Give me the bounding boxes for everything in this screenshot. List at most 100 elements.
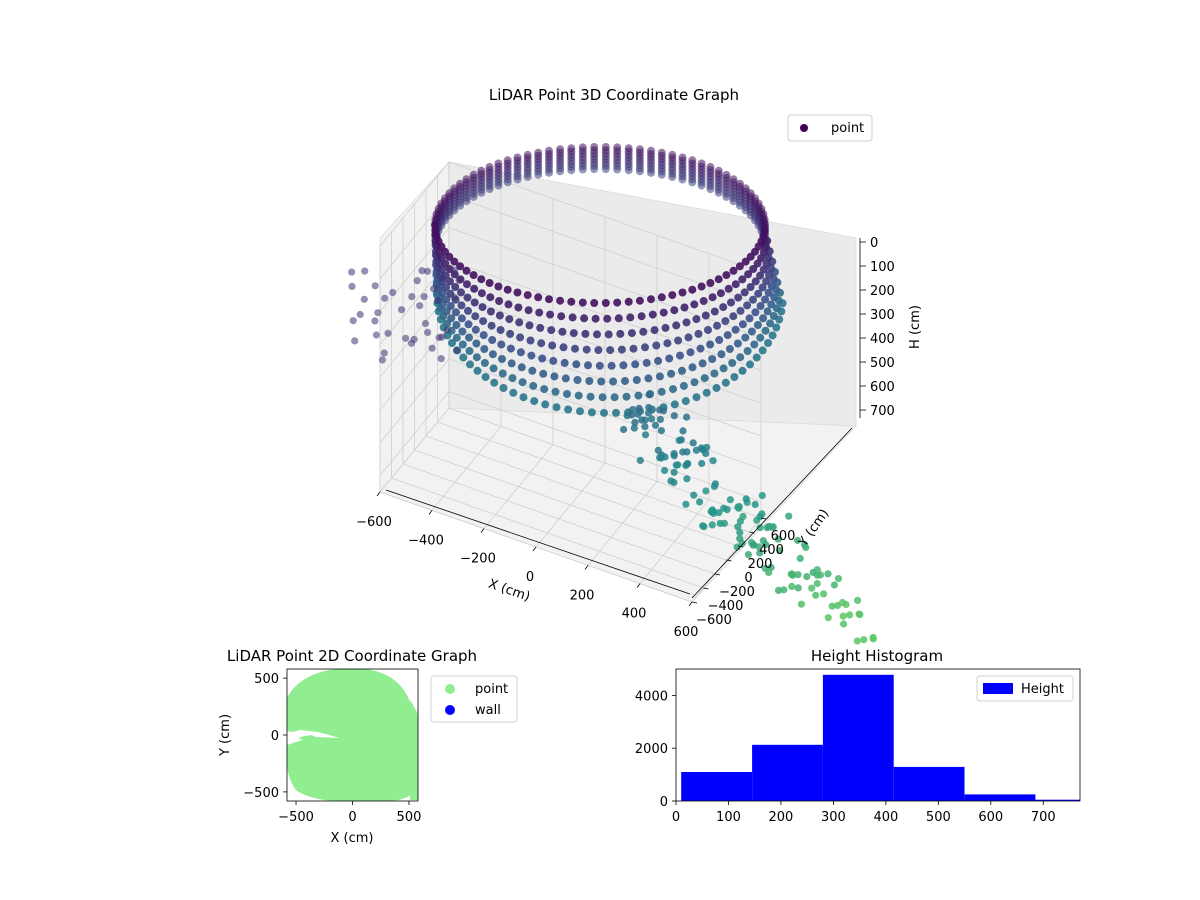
point-marker [464, 320, 473, 329]
point-marker [629, 344, 638, 353]
point-marker [514, 303, 523, 312]
point-marker [678, 288, 687, 297]
point-marker [700, 374, 709, 383]
point-marker [741, 257, 750, 266]
point-cloud-2d [287, 669, 418, 801]
point-marker [529, 381, 538, 390]
point-marker [679, 427, 687, 435]
point-marker [556, 167, 565, 176]
histogram-bar [964, 794, 1036, 801]
point-marker [516, 348, 525, 357]
point-marker [749, 265, 758, 273]
point-marker [571, 344, 579, 353]
point-marker [586, 392, 595, 401]
x-tick-3d [376, 491, 381, 497]
point-marker [603, 314, 612, 323]
point-marker [736, 306, 745, 315]
y-tick-label-3d: −400 [708, 599, 744, 614]
point-region-2d [287, 669, 418, 801]
point-marker [667, 369, 676, 378]
grid-line [437, 421, 750, 533]
point-marker [853, 637, 861, 645]
point-marker [834, 601, 842, 610]
histogram-title: Height Histogram [811, 647, 943, 665]
point-marker [736, 529, 744, 537]
point-marker [456, 262, 465, 271]
point-marker [371, 282, 379, 290]
point-marker [761, 326, 770, 335]
legend-2d-label-point: point [475, 682, 508, 697]
y-axis-3d-label: Y (cm) [795, 506, 832, 550]
point-marker [477, 188, 486, 197]
point-marker [736, 517, 745, 525]
point-marker [723, 506, 731, 514]
point-marker [452, 321, 461, 329]
point-marker [733, 339, 742, 348]
point-marker [657, 387, 666, 396]
point-marker [665, 354, 674, 363]
y-tick-label-3d: 600 [771, 529, 796, 544]
point-marker [650, 326, 659, 335]
point-marker [541, 400, 550, 409]
point-marker [761, 295, 770, 304]
point-marker [563, 390, 571, 398]
point-marker [381, 294, 389, 302]
point-marker [578, 165, 587, 174]
point-marker [762, 277, 771, 286]
point-marker [530, 397, 539, 406]
x-tick-label-histogram: 0 [672, 810, 680, 825]
point-marker [434, 297, 442, 305]
histogram-bar [822, 674, 894, 801]
point-marker [641, 343, 649, 352]
point-marker [746, 360, 754, 369]
point-marker [680, 303, 689, 312]
point-marker [452, 333, 461, 342]
point-marker [624, 297, 633, 306]
point-marker [698, 459, 706, 468]
point-marker [445, 252, 454, 261]
pane-floor [379, 407, 857, 603]
point-marker [723, 331, 732, 340]
point-marker [612, 408, 620, 417]
point-marker [708, 521, 716, 529]
point-marker [712, 384, 721, 392]
point-marker [635, 167, 644, 176]
point-marker [758, 492, 766, 500]
point-marker [753, 321, 762, 329]
point-marker [816, 571, 825, 579]
y-axis-3d-line [691, 427, 853, 599]
chart-histogram: Height Histogram 0 100 200 300 400 500 600 7000… [635, 647, 1081, 825]
legend-2d-marker-point [445, 684, 455, 694]
point-marker [842, 600, 850, 609]
point-marker [413, 277, 421, 285]
point-marker [702, 487, 710, 495]
point-marker [601, 299, 610, 307]
point-marker [636, 456, 644, 464]
point-scatter-edge-2d [410, 700, 418, 800]
point-marker [490, 378, 499, 387]
point-marker [756, 302, 765, 310]
point-marker [448, 339, 456, 347]
x-tick-label-3d: −400 [408, 533, 444, 548]
point-marker [607, 361, 616, 370]
point-marker [420, 293, 428, 301]
point-marker [430, 285, 438, 293]
x-tick-3d [532, 546, 537, 552]
point-marker [669, 385, 677, 394]
point-marker [594, 346, 603, 355]
point-marker [469, 271, 478, 280]
point-marker [614, 314, 623, 323]
point-marker [517, 363, 526, 372]
point-marker [573, 376, 582, 384]
point-marker [550, 372, 559, 381]
x-tick-label-3d: −200 [460, 552, 496, 567]
point-marker [438, 265, 447, 274]
point-marker [495, 297, 504, 305]
point-marker [601, 165, 610, 173]
x-tick-label-histogram: 700 [1031, 810, 1056, 825]
point-marker [654, 446, 662, 454]
ticks-2d: −500 0 500 −500 0 500 [243, 672, 421, 825]
point-marker [638, 416, 646, 424]
point-marker [549, 356, 558, 365]
point-marker [438, 333, 446, 341]
